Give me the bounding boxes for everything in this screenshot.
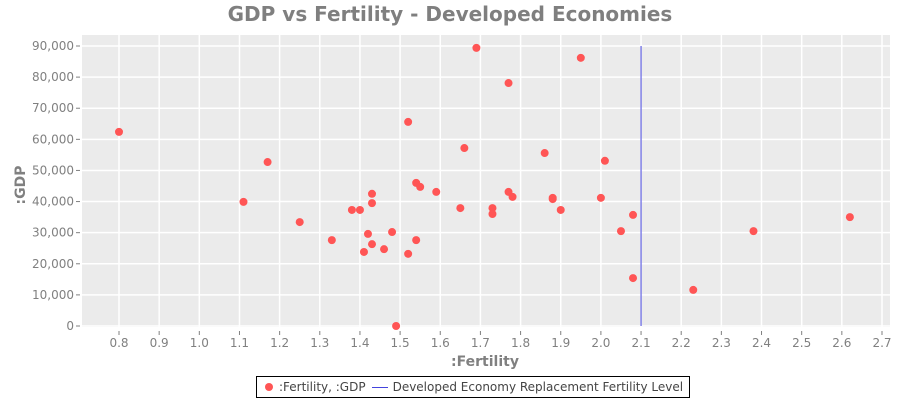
x-tick-label: 2.2 bbox=[672, 336, 691, 350]
x-tick-label: 1.3 bbox=[310, 336, 329, 350]
y-tick-label: 70,000 bbox=[32, 101, 74, 115]
data-point bbox=[548, 193, 557, 202]
data-point bbox=[367, 199, 376, 208]
legend-scatter-label: :Fertility, :GDP bbox=[279, 380, 366, 394]
x-tick-label: 1.4 bbox=[350, 336, 369, 350]
y-tick-label: 90,000 bbox=[32, 39, 74, 53]
data-point bbox=[412, 236, 421, 245]
data-point bbox=[392, 322, 401, 330]
data-point bbox=[508, 192, 517, 201]
data-point bbox=[472, 43, 481, 52]
data-point bbox=[239, 197, 248, 206]
data-point bbox=[404, 249, 413, 258]
data-point bbox=[367, 189, 376, 198]
x-tick-label: 1.7 bbox=[471, 336, 490, 350]
y-tick-label: 0 bbox=[66, 319, 74, 333]
y-tick-label: 40,000 bbox=[32, 195, 74, 209]
legend-line-label: Developed Economy Replacement Fertility … bbox=[392, 380, 684, 394]
x-tick-label: 2.3 bbox=[712, 336, 731, 350]
data-point bbox=[327, 236, 336, 245]
chart-title: GDP vs Fertility - Developed Economies bbox=[227, 2, 673, 26]
data-point bbox=[416, 182, 425, 191]
x-tick-label: 1.9 bbox=[551, 336, 570, 350]
data-point bbox=[749, 227, 758, 236]
data-point bbox=[115, 127, 123, 136]
legend: :Fertility, :GDP Developed Economy Repla… bbox=[256, 376, 691, 398]
data-point bbox=[432, 187, 441, 196]
data-point bbox=[367, 240, 376, 249]
scatter-points bbox=[115, 43, 854, 330]
y-tick-label: 20,000 bbox=[32, 257, 74, 271]
x-axis-ticks: 0.8 0.9 1.0 1.1 1.2 1.3 1.4 1.5 1.6 1.7 1.8 1.9 2.0 2… bbox=[109, 331, 892, 350]
data-point bbox=[616, 227, 625, 236]
data-point bbox=[556, 205, 565, 214]
x-tick-label: 0.8 bbox=[109, 336, 128, 350]
data-point bbox=[629, 274, 638, 283]
x-tick-label: 2.6 bbox=[832, 336, 851, 350]
data-point bbox=[295, 218, 304, 227]
legend-line-marker-icon bbox=[371, 386, 388, 388]
data-point bbox=[488, 210, 497, 218]
legend-scatter-marker-icon bbox=[265, 383, 273, 391]
x-tick-label: 1.1 bbox=[230, 336, 249, 350]
data-point bbox=[689, 285, 698, 294]
data-point bbox=[596, 193, 605, 202]
x-tick-label: 2.1 bbox=[632, 336, 651, 350]
y-tick-label: 10,000 bbox=[32, 288, 74, 302]
x-tick-label: 1.6 bbox=[431, 336, 450, 350]
data-point bbox=[456, 204, 465, 213]
data-point bbox=[347, 205, 356, 214]
y-tick-label: 60,000 bbox=[32, 132, 74, 146]
data-point bbox=[460, 144, 469, 153]
data-point bbox=[540, 149, 549, 158]
y-tick-label: 30,000 bbox=[32, 226, 74, 240]
x-tick-label: 1.0 bbox=[190, 336, 209, 350]
data-point bbox=[504, 79, 513, 88]
y-axis-label: :GDP bbox=[13, 166, 29, 205]
data-point bbox=[263, 158, 272, 167]
data-point bbox=[576, 53, 585, 62]
data-point bbox=[355, 205, 364, 214]
y-tick-label: 80,000 bbox=[32, 70, 74, 84]
x-tick-label: 1.2 bbox=[270, 336, 289, 350]
data-point bbox=[380, 245, 389, 254]
x-tick-label: 1.5 bbox=[391, 336, 410, 350]
x-tick-label: 2.4 bbox=[752, 336, 771, 350]
x-axis-label: :Fertility bbox=[451, 354, 519, 370]
plot-background bbox=[82, 35, 890, 327]
y-axis-ticks: 0 10,000 20,000 30,000 40,000 50,000 60,000 70,… bbox=[32, 39, 80, 333]
data-point bbox=[600, 156, 609, 165]
x-tick-label: 2.0 bbox=[591, 336, 610, 350]
x-tick-label: 0.9 bbox=[150, 336, 169, 350]
data-point bbox=[388, 228, 397, 237]
x-tick-label: 1.8 bbox=[511, 336, 530, 350]
x-tick-label: 2.5 bbox=[792, 336, 811, 350]
data-point bbox=[845, 213, 854, 222]
data-point bbox=[359, 247, 368, 256]
data-point bbox=[488, 204, 497, 213]
gridlines bbox=[82, 35, 890, 327]
data-point bbox=[363, 229, 372, 238]
x-tick-label: 2.7 bbox=[872, 336, 891, 350]
y-tick-label: 50,000 bbox=[32, 163, 74, 177]
data-point bbox=[404, 117, 413, 126]
data-point bbox=[629, 210, 638, 219]
